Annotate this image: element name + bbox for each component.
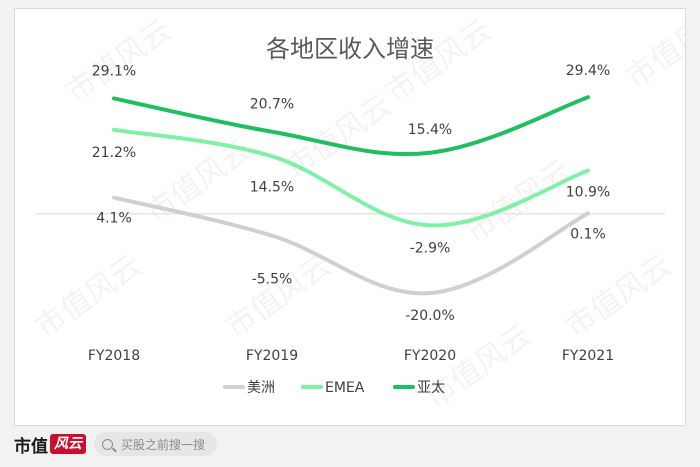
category-label: FY2021 <box>562 348 614 364</box>
brand-text: 市值 <box>14 436 48 457</box>
category-label: FY2019 <box>246 348 298 364</box>
chart-title: 各地区收入增速 <box>266 35 434 63</box>
search-placeholder: 买股之前搜一搜 <box>121 437 206 452</box>
category-label: FY2018 <box>88 348 140 364</box>
data-label: 21.2% <box>92 145 136 161</box>
data-label: 15.4% <box>408 122 452 138</box>
data-label: 14.5% <box>250 179 294 195</box>
series-emea-legend-label: EMEA <box>325 380 365 396</box>
series-apac-legend-label: 亚太 <box>417 380 445 396</box>
series-americas-legend-label: 美洲 <box>247 380 275 396</box>
search-icon <box>102 438 113 450</box>
data-label: 10.9% <box>566 185 610 201</box>
series-layer <box>112 95 590 296</box>
series-emea-line <box>112 127 590 228</box>
footer: 市值 风云 买股之前搜一搜 <box>14 428 314 460</box>
category-axis: FY2018 FY2019 FY2020 FY2021 <box>88 348 614 364</box>
search-box[interactable]: 买股之前搜一搜 <box>94 432 218 456</box>
data-label: -5.5% <box>252 272 293 288</box>
legend: 美洲 EMEA 亚太 <box>223 380 445 396</box>
data-label: -2.9% <box>410 240 451 256</box>
data-label: 4.1% <box>96 211 132 227</box>
chart-card: 市值风云市值风云市值风云市值风云市值风云市值风云市值风云市值风云市值风云市值风云… <box>14 8 686 426</box>
chart-canvas: 市值风云市值风云市值风云市值风云市值风云市值风云市值风云市值风云市值风云市值风云… <box>30 9 685 416</box>
data-labels: 4.1% -5.5% -20.0% 0.1% 21.2% 14.5% -2.9% 10.9% 2… <box>92 63 610 324</box>
data-label: 0.1% <box>570 226 606 242</box>
data-label: 20.7% <box>250 97 294 113</box>
series-apac-line <box>112 95 590 157</box>
data-label: 29.4% <box>566 63 610 79</box>
brand-mark: 风云 <box>50 434 86 454</box>
data-label: -20.0% <box>405 308 455 324</box>
brand-logo: 市值 风云 <box>14 432 86 457</box>
series-americas-line <box>112 195 590 296</box>
data-label: 29.1% <box>92 63 136 79</box>
category-label: FY2020 <box>404 348 456 364</box>
